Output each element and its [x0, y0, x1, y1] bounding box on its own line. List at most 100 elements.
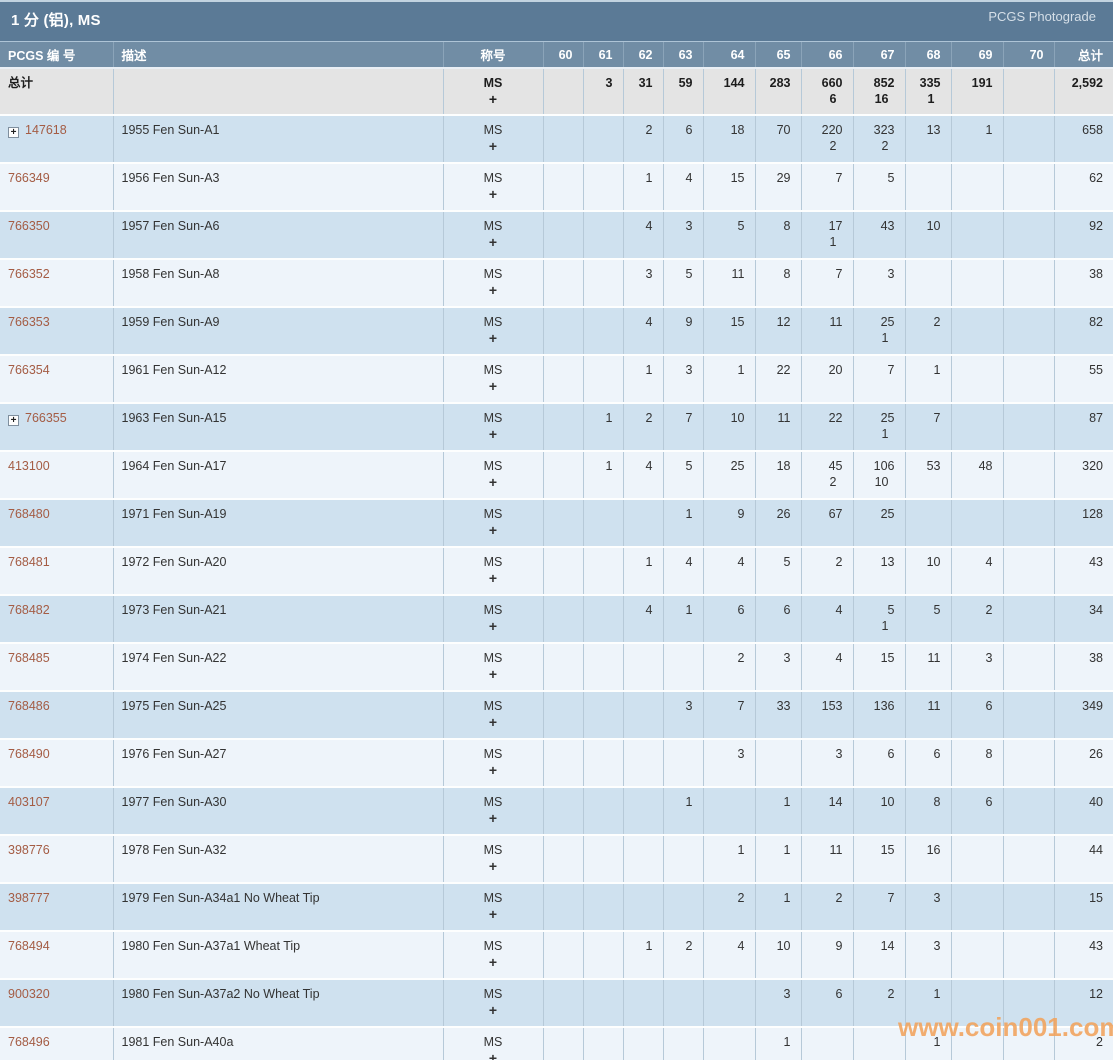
- grade-65-count-cell: 8: [755, 211, 802, 260]
- grade-63-count-cell: 4: [663, 547, 704, 596]
- grade-70-count-cell: [1003, 68, 1055, 116]
- grade-64-count-cell: 15: [703, 163, 756, 212]
- grade-60-count-cell: [543, 211, 584, 260]
- pcgs-number-cell: 768485: [0, 643, 114, 692]
- pcgs-number-link[interactable]: 768486: [8, 699, 50, 713]
- pcgs-number-cell: 768480: [0, 499, 114, 548]
- grade-63-count-cell: 5: [663, 259, 704, 308]
- table-row: 766350 1957 Fen Sun-A6 MS +4 3 5 8 17 1 43 10 92: [0, 211, 1113, 260]
- grade-67-count-cell: 7: [853, 355, 906, 404]
- grade-67-count-cell: 43: [853, 211, 906, 260]
- grade-67-count-cell: 25 1: [853, 403, 906, 452]
- grade-70-count-cell: [1003, 979, 1055, 1028]
- grade-69-count-cell: [951, 259, 1004, 308]
- grade-64-count-cell: 4: [703, 931, 756, 980]
- grade-66-count-cell: 2: [801, 547, 854, 596]
- designation-cell: MS +: [443, 931, 544, 980]
- table-row: 768481 1972 Fen Sun-A20 MS +1 4 4 5 2 13 10 4 43: [0, 547, 1113, 596]
- grade-65-count-cell: 1: [755, 835, 802, 884]
- total-count-cell: 92: [1054, 211, 1113, 260]
- grade-64-count-cell: 1: [703, 835, 756, 884]
- expand-plus-icon[interactable]: +: [8, 415, 19, 426]
- pcgs-number-cell: 768496: [0, 1027, 114, 1060]
- pcgs-number-link[interactable]: 766350: [8, 219, 50, 233]
- pcgs-number-cell: 403107: [0, 787, 114, 836]
- pcgs-number-link[interactable]: 768494: [8, 939, 50, 953]
- grade-60-count-cell: [543, 883, 584, 932]
- grade-68-count-cell: 16: [905, 835, 952, 884]
- grade-63-count-cell: 1: [663, 595, 704, 644]
- grade-64-count-cell: 2: [703, 883, 756, 932]
- grade-66-count-cell: 45 2: [801, 451, 854, 500]
- designation-cell: MS +: [443, 499, 544, 548]
- description-cell: 1980 Fen Sun-A37a2 No Wheat Tip: [113, 979, 444, 1028]
- pcgs-number-link[interactable]: 768482: [8, 603, 50, 617]
- description-cell: 1961 Fen Sun-A12: [113, 355, 444, 404]
- total-count-cell: 40: [1054, 787, 1113, 836]
- pcgs-number-link[interactable]: 900320: [8, 987, 50, 1001]
- table-row: 768494 1980 Fen Sun-A37a1 Wheat Tip MS +1 2 4…: [0, 931, 1113, 980]
- table-row: 766354 1961 Fen Sun-A12 MS +1 3 1 22 20 7 1 55: [0, 355, 1113, 404]
- grade-61-count-cell: [583, 931, 624, 980]
- pcgs-number-link[interactable]: 768485: [8, 651, 50, 665]
- grade-64-count-cell: 144: [703, 68, 756, 116]
- grade-69-count-cell: [951, 163, 1004, 212]
- grade-70-count-cell: [1003, 883, 1055, 932]
- grade-67-count-cell: 25: [853, 499, 906, 548]
- grade-65-count-cell: 283: [755, 68, 802, 116]
- pcgs-number-link[interactable]: 768480: [8, 507, 50, 521]
- grade-67-count-cell: 13: [853, 547, 906, 596]
- grade-61-count-cell: [583, 307, 624, 356]
- description-cell: 1963 Fen Sun-A15: [113, 403, 444, 452]
- designation-cell: MS +: [443, 259, 544, 308]
- photograde-link[interactable]: PCGS Photograde: [988, 9, 1096, 24]
- pcgs-number-link[interactable]: 766349: [8, 171, 50, 185]
- grade-67-count-cell: 25 1: [853, 307, 906, 356]
- grade-68-count-cell: 1: [905, 355, 952, 404]
- grade-66-count-cell: 2: [801, 883, 854, 932]
- total-count-cell: 658: [1054, 115, 1113, 164]
- grade-63-count-cell: 1: [663, 787, 704, 836]
- grade-60-count-cell: [543, 787, 584, 836]
- grade-66-count-cell: 7: [801, 259, 854, 308]
- description-cell: 1958 Fen Sun-A8: [113, 259, 444, 308]
- pcgs-number-link[interactable]: 766355: [25, 411, 67, 425]
- grade-61-count-cell: [583, 1027, 624, 1060]
- grade-62-count-cell: 1: [623, 355, 664, 404]
- title-bar: 1 分 (铝), MS PCGS Photograde: [0, 0, 1113, 42]
- pcgs-number-link[interactable]: 398777: [8, 891, 50, 905]
- pcgs-number-cell: 768486: [0, 691, 114, 740]
- pcgs-number-link[interactable]: 766352: [8, 267, 50, 281]
- designation-cell: MS +: [443, 68, 544, 116]
- pcgs-number-link[interactable]: 766353: [8, 315, 50, 329]
- grade-60-count-cell: [543, 499, 584, 548]
- grade-64-count-cell: 4: [703, 547, 756, 596]
- pcgs-number-cell: 768482: [0, 595, 114, 644]
- pcgs-number-link[interactable]: 768496: [8, 1035, 50, 1049]
- col-header-designation: 称号: [443, 42, 544, 69]
- pcgs-number-link[interactable]: 147618: [25, 123, 67, 137]
- grade-60-count-cell: [543, 68, 584, 116]
- pcgs-number-link[interactable]: 413100: [8, 459, 50, 473]
- grade-67-count-cell: 5: [853, 163, 906, 212]
- grade-65-count-cell: [755, 739, 802, 788]
- grade-66-count-cell: 660 6: [801, 68, 854, 116]
- pcgs-number-link[interactable]: 768481: [8, 555, 50, 569]
- grade-61-count-cell: [583, 979, 624, 1028]
- grade-70-count-cell: [1003, 403, 1055, 452]
- pcgs-number-cell: 900320: [0, 979, 114, 1028]
- pcgs-number-link[interactable]: 398776: [8, 843, 50, 857]
- pcgs-number-link[interactable]: 403107: [8, 795, 50, 809]
- grade-63-count-cell: 4: [663, 163, 704, 212]
- grade-60-count-cell: [543, 163, 584, 212]
- grade-64-count-cell: 2: [703, 643, 756, 692]
- expand-plus-icon[interactable]: +: [8, 127, 19, 138]
- grade-60-count-cell: [543, 1027, 584, 1060]
- grade-64-count-cell: [703, 787, 756, 836]
- total-count-cell: 15: [1054, 883, 1113, 932]
- pcgs-number-link[interactable]: 766354: [8, 363, 50, 377]
- pcgs-number-link[interactable]: 768490: [8, 747, 50, 761]
- pcgs-number-cell: 766350: [0, 211, 114, 260]
- grade-66-count-cell: 4: [801, 595, 854, 644]
- grade-63-count-cell: 3: [663, 355, 704, 404]
